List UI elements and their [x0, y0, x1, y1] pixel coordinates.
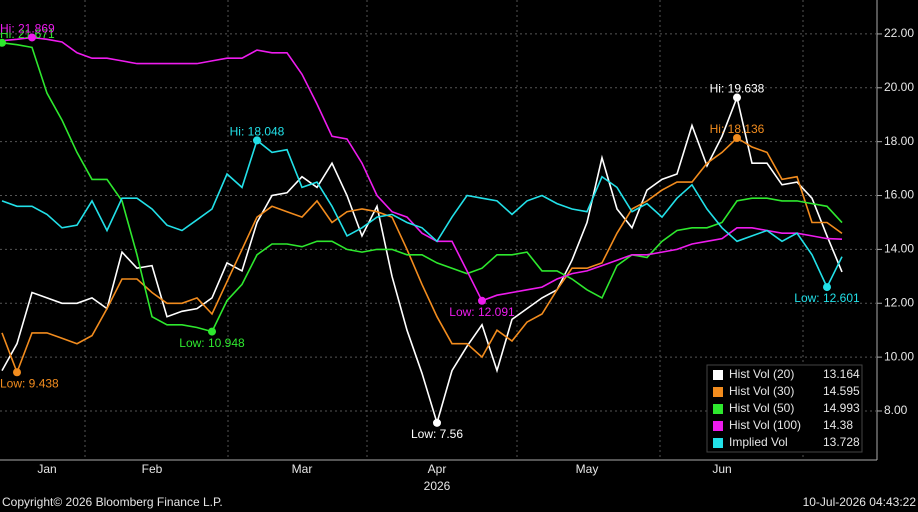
y-tick-label: 12.00: [884, 295, 914, 309]
legend-label: Implied Vol: [729, 435, 788, 449]
legend-label: Hist Vol (20): [729, 367, 794, 381]
extreme-marker: [28, 33, 36, 42]
series-line: [1, 136, 843, 375]
legend-swatch: [713, 438, 723, 448]
legend-value: 14.993: [823, 401, 860, 415]
extreme-label: Low: 10.948: [179, 336, 245, 350]
extreme-label: Low: 12.601: [794, 291, 860, 305]
legend-value: 13.728: [823, 435, 860, 449]
extreme-marker: [13, 368, 21, 377]
extreme-label: Low: 7.56: [411, 427, 463, 441]
timestamp: 10-Jul-2026 04:43:22: [803, 495, 917, 509]
extreme-label: Low: 9.438: [0, 376, 59, 390]
x-tick-label: Feb: [142, 462, 163, 476]
legend-value: 14.38: [823, 418, 853, 432]
x-tick-label: Mar: [292, 462, 313, 476]
extreme-label: Hi: 19.638: [710, 82, 765, 96]
legend-box: [706, 364, 863, 453]
legend-value: 14.595: [823, 384, 860, 398]
extreme-marker: [733, 134, 741, 142]
extreme-marker: [253, 136, 261, 145]
legend-swatch: [713, 421, 723, 431]
x-axis-label: 2026: [424, 479, 451, 493]
x-tick-label: Jan: [37, 462, 56, 476]
plot-area: Hi: 19.638 Low: 7.56 Hi: 18.136 Low: 9.438 H…: [0, 22, 860, 441]
y-tick-label: 8.00: [884, 403, 908, 417]
extreme-label: Low: 12.091: [449, 305, 515, 319]
extreme-marker: [0, 38, 6, 47]
y-tick-label: 14.00: [884, 242, 914, 256]
x-tick-label: May: [576, 462, 599, 476]
extreme-marker: [478, 296, 486, 305]
extreme-label: Hi: 21.869: [0, 22, 55, 36]
legend-swatch: [713, 370, 723, 380]
extreme-label: Hi: 18.136: [710, 122, 765, 136]
x-tick-label: Apr: [428, 462, 447, 476]
extreme-marker: [823, 283, 831, 292]
legend-label: Hist Vol (50): [729, 401, 794, 415]
extreme-label: Hi: 21.671: [0, 27, 55, 41]
series-line: [1, 94, 843, 426]
series-line: [1, 139, 843, 289]
legend-label: Hist Vol (30): [729, 384, 794, 398]
x-tick-label: Jun: [712, 462, 731, 476]
copyright: Copyright© 2026 Bloomberg Finance L.P.: [2, 495, 223, 509]
legend-value: 13.164: [823, 367, 860, 381]
legend-swatch: [713, 387, 723, 397]
series-line: [1, 36, 843, 302]
extreme-marker: [208, 327, 216, 336]
y-tick-label: 20.00: [884, 80, 914, 94]
extreme-marker: [733, 93, 741, 102]
extreme-label: Hi: 18.048: [230, 125, 285, 139]
y-tick-label: 18.00: [884, 134, 914, 148]
legend-swatch: [713, 404, 723, 414]
extreme-marker: [433, 418, 441, 427]
legend-label: Hist Vol (100): [729, 418, 801, 432]
month-dividers: [84, 0, 804, 460]
y-tick-label: 10.00: [884, 349, 914, 363]
series-line: [1, 42, 843, 333]
y-tick-label: 16.00: [884, 188, 914, 202]
y-tick-label: 22.00: [884, 26, 914, 40]
legend: Hist Vol (20) 13.164 Hist Vol (30) 14.595 Hi…: [706, 364, 863, 453]
